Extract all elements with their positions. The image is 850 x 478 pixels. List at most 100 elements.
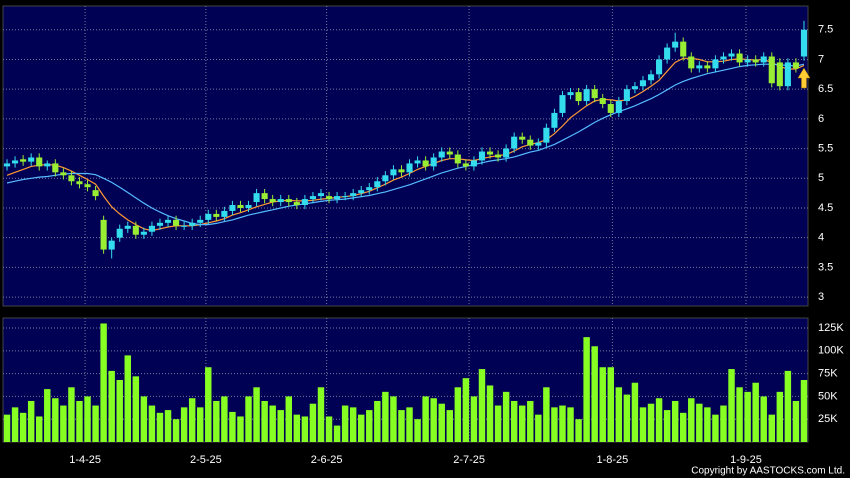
- candle-body: [511, 136, 518, 149]
- volume-bar: [140, 396, 148, 442]
- y-tick-label: 75K: [818, 368, 838, 380]
- y-tick-label: 4: [818, 232, 824, 244]
- candle-body: [44, 163, 51, 167]
- candle-body: [454, 154, 461, 164]
- volume-bar: [502, 391, 510, 442]
- candle-body: [12, 160, 19, 164]
- candle-body: [358, 190, 365, 194]
- volume-bar: [390, 396, 397, 442]
- volume-bar: [559, 405, 566, 442]
- volume-bar: [44, 389, 51, 442]
- candle-body: [760, 56, 767, 63]
- volume-bar: [253, 387, 260, 442]
- volume-bar: [188, 398, 196, 442]
- candle-body: [414, 160, 421, 164]
- candle-body: [430, 157, 437, 167]
- candle-body: [269, 199, 276, 203]
- candle-body: [390, 169, 397, 176]
- candle-body: [60, 172, 67, 176]
- volume-bar: [132, 376, 140, 442]
- candle-body: [309, 196, 316, 200]
- candle-body: [100, 219, 107, 250]
- volume-bar: [543, 387, 550, 442]
- candle-body: [631, 86, 638, 90]
- y-tick-label: 125K: [818, 322, 844, 334]
- candle-body: [253, 193, 260, 203]
- x-tick-label: 2-7-25: [453, 454, 485, 466]
- volume-bar: [639, 407, 647, 442]
- volume-bar: [430, 398, 437, 442]
- volume-bar: [148, 405, 156, 442]
- y-tick-label: 6: [818, 113, 824, 125]
- candle-body: [189, 222, 196, 226]
- candle-body: [792, 62, 799, 69]
- y-tick-label: 5.5: [818, 142, 833, 154]
- volume-bar: [172, 419, 180, 442]
- volume-bar: [197, 407, 204, 442]
- volume-bar: [374, 400, 381, 442]
- volume-bar: [406, 407, 413, 442]
- y-tick-label: 5: [818, 172, 824, 184]
- candle-body: [519, 136, 526, 140]
- y-tick-label: 6.5: [818, 83, 833, 95]
- candle-body: [462, 163, 469, 167]
- candle-body: [245, 205, 252, 208]
- candle-body: [543, 127, 550, 143]
- volume-bar: [325, 416, 333, 442]
- volume-bar: [100, 323, 107, 442]
- candle-body: [535, 142, 542, 146]
- candle-body: [350, 193, 357, 197]
- candle-body: [438, 151, 445, 158]
- volume-bar: [11, 407, 19, 442]
- candle-body: [688, 56, 695, 69]
- volume-bar: [414, 419, 421, 442]
- volume-bar: [583, 337, 590, 442]
- volume-bar: [36, 416, 43, 442]
- volume-bar: [462, 378, 470, 442]
- candle-body: [623, 89, 630, 102]
- candle-body: [664, 47, 671, 60]
- candle-body: [575, 92, 582, 102]
- candle-body: [704, 65, 711, 69]
- volume-bar: [229, 411, 236, 442]
- volume-bar: [156, 412, 164, 442]
- candle-body: [237, 205, 244, 208]
- volume-bar: [333, 425, 341, 442]
- volume-bar: [76, 400, 83, 442]
- candle-body: [132, 225, 139, 235]
- price-panel: [2, 5, 809, 307]
- candle-body: [173, 219, 180, 226]
- volume-bar: [277, 410, 284, 442]
- volume-bar: [671, 400, 679, 442]
- candle-body: [696, 65, 703, 69]
- volume-bar: [615, 387, 623, 442]
- y-tick-label: 7: [818, 53, 824, 65]
- volume-bar: [317, 387, 325, 442]
- volume-bar: [3, 414, 11, 442]
- volume-bar: [567, 407, 574, 442]
- volume-bar: [663, 410, 671, 442]
- candle-body: [366, 187, 373, 191]
- volume-bar: [776, 391, 784, 442]
- volume-bar: [60, 405, 67, 442]
- candle-body: [229, 205, 236, 211]
- candle-body: [221, 210, 228, 217]
- volume-bar: [213, 400, 220, 442]
- x-tick-label: 2-6-25: [311, 454, 343, 466]
- volume-bar: [19, 412, 27, 442]
- candle-body: [752, 59, 759, 63]
- x-tick-label: 1-8-25: [596, 454, 628, 466]
- candle-body: [20, 159, 27, 162]
- candle-body: [800, 29, 808, 57]
- candle-body: [551, 112, 558, 128]
- volume-bar: [261, 400, 268, 442]
- candle-body: [712, 59, 719, 69]
- volume-bar: [245, 396, 252, 442]
- copyright: Copyright by AASTOCKS.com Ltd.: [691, 466, 845, 477]
- candle-body: [647, 74, 655, 81]
- volume-bar: [180, 407, 188, 442]
- volume-bar: [382, 391, 389, 442]
- volume-bar: [92, 405, 99, 442]
- moving-average-line: [6, 57, 805, 232]
- candle-body: [261, 193, 268, 200]
